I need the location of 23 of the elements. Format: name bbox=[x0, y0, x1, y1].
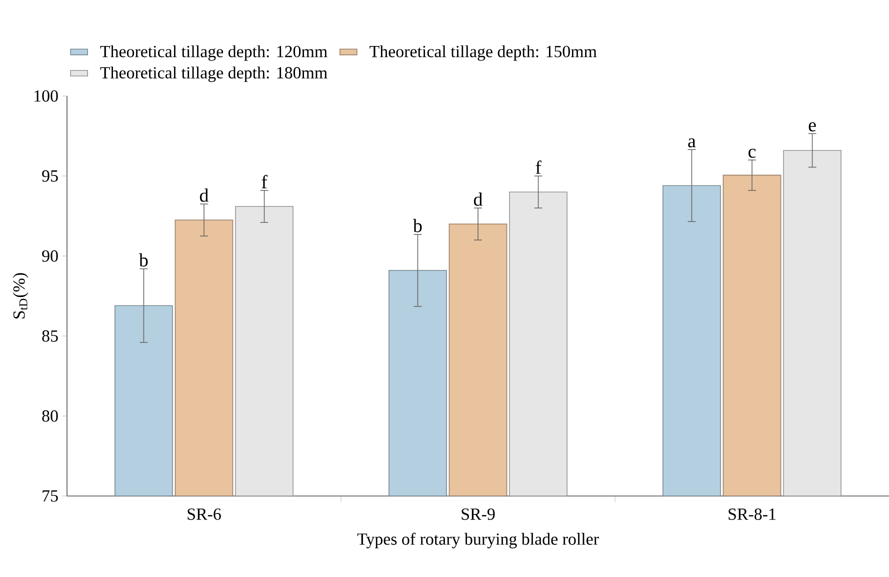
data-label: a bbox=[688, 138, 696, 148]
legend-label: Theoretical tillage depth: 180mm bbox=[100, 66, 328, 82]
y-axis-title: S$_{tD}$(%) bbox=[12, 273, 28, 318]
data-label: d bbox=[474, 192, 483, 206]
x-tick-label: SR-8-1 bbox=[728, 508, 776, 520]
data-label: e bbox=[808, 122, 816, 132]
x-axis-title: Types of rotary burying blade roller bbox=[357, 532, 599, 548]
legend-label: Theoretical tillage depth: 120mm bbox=[100, 45, 328, 61]
data-label: d bbox=[200, 188, 209, 202]
data-label: b bbox=[138, 253, 148, 267]
data-label: c bbox=[748, 148, 756, 158]
y-tick-label: 80 bbox=[42, 410, 58, 422]
x-tick-label: SR-6 bbox=[188, 508, 221, 520]
legend-label: Theoretical tillage depth: 150mm bbox=[370, 45, 597, 61]
y-tick-label: 75 bbox=[42, 490, 58, 502]
y-tick-label: 90 bbox=[42, 250, 58, 262]
y-tick-label: 100 bbox=[34, 90, 58, 102]
y-tick-label: 95 bbox=[42, 170, 58, 182]
data-label: f bbox=[536, 160, 542, 174]
x-tick-label: SR-9 bbox=[462, 508, 495, 520]
y-tick-label: 85 bbox=[42, 330, 58, 342]
data-label: b bbox=[412, 218, 422, 232]
data-label: f bbox=[262, 174, 268, 188]
